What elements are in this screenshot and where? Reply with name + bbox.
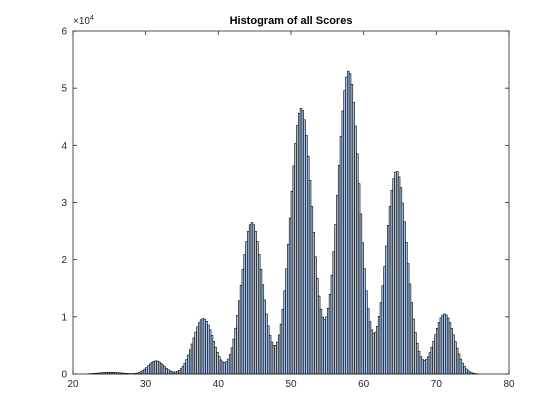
y-tick-label: 6 — [61, 27, 67, 38]
x-tick-label: 50 — [285, 379, 297, 390]
y-tick-label: 1 — [61, 312, 67, 323]
x-tick-label: 60 — [358, 379, 370, 390]
x-tick-label: 40 — [213, 379, 225, 390]
x-tick-label: 80 — [503, 379, 515, 390]
y-axis-ticks: 0 1 2 3 4 5 6 — [61, 27, 509, 381]
x-tick-label: 70 — [431, 379, 443, 390]
x-tick-label: 30 — [140, 379, 152, 390]
y-axis-exponent: ×104 — [73, 15, 94, 27]
x-axis-ticks: 20 30 40 50 60 70 80 — [67, 31, 515, 390]
chart-title: Histogram of all Scores — [230, 15, 353, 27]
x-tick-label: 20 — [67, 379, 79, 390]
y-tick-label: 4 — [61, 141, 67, 152]
y-tick-label: 5 — [61, 84, 67, 95]
y-tick-label: 2 — [61, 255, 67, 266]
y-tick-label: 0 — [61, 370, 67, 381]
y-tick-label: 3 — [61, 198, 67, 209]
